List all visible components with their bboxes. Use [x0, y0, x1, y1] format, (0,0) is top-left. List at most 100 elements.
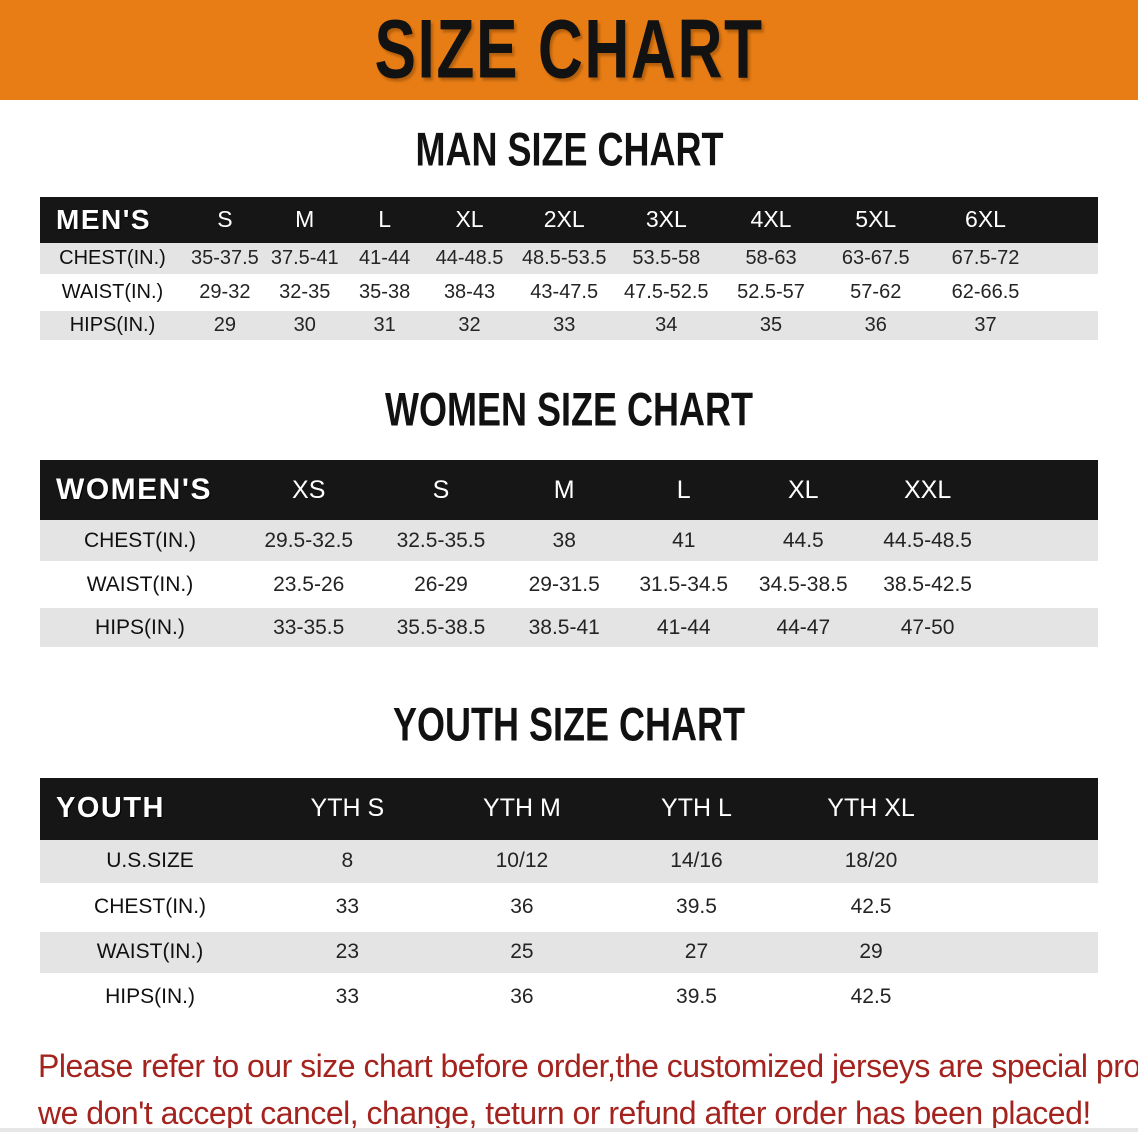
table-corner-label: MEN'S: [40, 196, 185, 243]
size-column-header: YTH L: [609, 777, 784, 840]
women-size-chart-section: WOMEN SIZE CHART WOMEN'S XS S M L XL XXL CHEST(…: [0, 382, 1138, 652]
size-column-header: 3XL: [613, 196, 719, 243]
size-value-cell: 33: [514, 308, 614, 344]
size-value-cell: 26-29: [377, 563, 505, 609]
size-value-cell: 25: [434, 929, 610, 977]
size-column-header: XL: [743, 460, 864, 521]
size-value-cell: 38: [504, 520, 624, 566]
measure-row-label: WAIST(IN.): [40, 275, 185, 311]
size-value-cell: 31: [344, 308, 425, 344]
size-value-cell: 34.5-38.5: [743, 563, 864, 609]
table-row: HIPS(IN.) 33-35.5 35.5-38.5 38.5-41 41-44 44-…: [40, 606, 1098, 652]
size-value-cell: 18/20: [783, 839, 959, 887]
measure-row-label: HIPS(IN.): [40, 606, 240, 652]
size-value-cell: 33: [260, 884, 435, 932]
measure-row-label: CHEST(IN.): [40, 520, 240, 566]
women-size-chart-title: WOMEN SIZE CHART: [384, 382, 753, 436]
size-value-cell: 44.5: [743, 520, 864, 566]
mens-size-table: MEN'S S M L XL 2XL 3XL 4XL 5XL 6XL CHEST(IN.) 35-37…: [40, 196, 1098, 344]
size-value-cell: 29-31.5: [504, 563, 624, 609]
table-row: WAIST(IN.) 29-32 32-35 35-38 38-43 43-47.5 47.…: [40, 275, 1098, 311]
youth-size-table: YOUTH YTH S YTH M YTH L YTH XL U.S.SIZE 8 10/12…: [40, 777, 1098, 1022]
size-value-cell: 10/12: [434, 839, 610, 887]
size-value-cell: 47-50: [863, 606, 993, 652]
row-spacer: [958, 929, 1098, 977]
size-column-header: 2XL: [514, 196, 614, 243]
size-value-cell: 8: [260, 839, 435, 887]
size-value-cell: 35.5-38.5: [377, 606, 505, 652]
header-spacer: [992, 460, 1098, 521]
measure-row-label: U.S.SIZE: [40, 839, 261, 887]
size-value-cell: 63-67.5: [823, 242, 929, 278]
size-value-cell: 38.5-42.5: [863, 563, 993, 609]
size-column-header: M: [264, 196, 345, 243]
size-value-cell: 38.5-41: [504, 606, 624, 652]
size-value-cell: 41-44: [623, 606, 744, 652]
size-value-cell: 58-63: [718, 242, 824, 278]
row-spacer: [1042, 275, 1098, 311]
disclaimer-line-2: we don't accept cancel, change, teturn o…: [38, 1094, 1091, 1131]
measure-row-label: CHEST(IN.): [40, 242, 185, 278]
size-column-header: YTH M: [434, 777, 610, 840]
size-column-header: XL: [424, 196, 515, 243]
man-size-chart-title: MAN SIZE CHART: [414, 122, 723, 177]
size-value-cell: 38-43: [424, 275, 515, 311]
size-value-cell: 32.5-35.5: [377, 520, 505, 566]
size-value-cell: 36: [823, 308, 929, 344]
size-value-cell: 35-37.5: [184, 242, 265, 278]
size-value-cell: 62-66.5: [928, 275, 1043, 311]
size-value-cell: 35-38: [344, 275, 425, 311]
size-value-cell: 44.5-48.5: [863, 520, 993, 566]
table-row: CHEST(IN.) 33 36 39.5 42.5: [40, 884, 1098, 932]
size-value-cell: 32: [424, 308, 515, 344]
size-chart-banner: SIZE CHART: [0, 0, 1138, 100]
youth-size-chart-section: YOUTH SIZE CHART YOUTH YTH S YTH M YTH L YTH…: [0, 699, 1138, 1022]
disclaimer-text: Please refer to our size chart before or…: [38, 1043, 1138, 1132]
size-value-cell: 39.5: [609, 884, 784, 932]
row-spacer: [958, 839, 1098, 887]
measure-row-label: HIPS(IN.): [40, 308, 185, 344]
row-spacer: [992, 520, 1098, 566]
row-spacer: [958, 974, 1098, 1022]
banner-title-text: SIZE CHART: [374, 3, 764, 96]
table-row: CHEST(IN.) 35-37.5 37.5-41 41-44 44-48.5 48.5…: [40, 242, 1098, 278]
table-row: WAIST(IN.) 23.5-26 26-29 29-31.5 31.5-34.5 34…: [40, 563, 1098, 609]
size-value-cell: 47.5-52.5: [613, 275, 719, 311]
size-value-cell: 53.5-58: [613, 242, 719, 278]
table-row: U.S.SIZE 8 10/12 14/16 18/20: [40, 839, 1098, 887]
measure-row-label: WAIST(IN.): [40, 563, 240, 609]
size-value-cell: 57-62: [823, 275, 929, 311]
size-column-header: XXL: [863, 460, 993, 521]
size-column-header: 4XL: [718, 196, 824, 243]
size-value-cell: 42.5: [783, 884, 959, 932]
row-spacer: [1042, 308, 1098, 344]
size-value-cell: 36: [434, 974, 610, 1022]
size-value-cell: 35: [718, 308, 824, 344]
size-column-header: XS: [239, 460, 378, 521]
size-value-cell: 14/16: [609, 839, 784, 887]
size-value-cell: 23.5-26: [239, 563, 378, 609]
size-value-cell: 39.5: [609, 974, 784, 1022]
size-value-cell: 27: [609, 929, 784, 977]
size-column-header: YTH S: [260, 777, 435, 840]
table-corner-label: WOMEN'S: [40, 460, 240, 521]
size-value-cell: 29: [184, 308, 265, 344]
measure-row-label: HIPS(IN.): [40, 974, 261, 1022]
table-row: WAIST(IN.) 23 25 27 29: [40, 929, 1098, 977]
man-size-chart-section: MAN SIZE CHART MEN'S S M L XL 2XL 3XL 4XL 5XL 6XL…: [0, 122, 1138, 344]
size-value-cell: 33-35.5: [239, 606, 378, 652]
row-spacer: [1042, 242, 1098, 278]
size-column-header: L: [344, 196, 425, 243]
size-value-cell: 30: [264, 308, 345, 344]
row-spacer: [958, 884, 1098, 932]
size-value-cell: 36: [434, 884, 610, 932]
size-value-cell: 23: [260, 929, 435, 977]
size-column-header: S: [377, 460, 505, 521]
banner-title: SIZE CHART: [313, 3, 825, 96]
disclaimer-line-1: Please refer to our size chart before or…: [38, 1047, 1138, 1084]
size-value-cell: 29: [783, 929, 959, 977]
size-value-cell: 42.5: [783, 974, 959, 1022]
size-column-header: 6XL: [928, 196, 1043, 243]
womens-size-table: WOMEN'S XS S M L XL XXL CHEST(IN.) 29.5-32.5 32.5…: [40, 460, 1098, 652]
